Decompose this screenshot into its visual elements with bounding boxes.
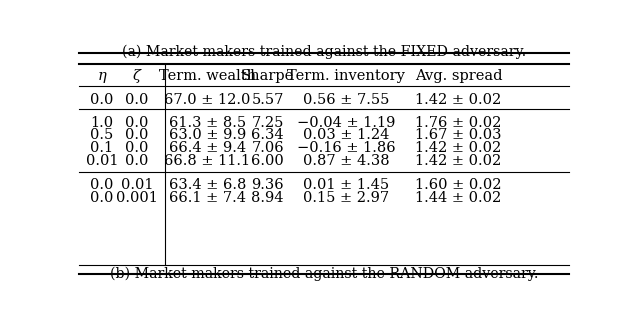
Text: 8.94: 8.94: [252, 191, 284, 205]
Text: 0.01 ± 1.45: 0.01 ± 1.45: [303, 178, 389, 192]
Text: 66.1 ± 7.4: 66.1 ± 7.4: [169, 191, 246, 205]
Text: 0.0: 0.0: [125, 128, 149, 142]
Text: 1.0: 1.0: [90, 116, 114, 130]
Text: 1.76 ± 0.02: 1.76 ± 0.02: [415, 116, 502, 130]
Text: Term. wealth: Term. wealth: [159, 69, 256, 83]
Text: −0.16 ± 1.86: −0.16 ± 1.86: [296, 141, 395, 155]
Text: 7.25: 7.25: [252, 116, 284, 130]
Text: 66.8 ± 11.1: 66.8 ± 11.1: [164, 154, 250, 168]
Text: 0.0: 0.0: [125, 154, 149, 168]
Text: 0.0: 0.0: [90, 178, 114, 192]
Text: 9.36: 9.36: [252, 178, 284, 192]
Text: 0.1: 0.1: [90, 141, 114, 155]
Text: 63.0 ± 9.9: 63.0 ± 9.9: [169, 128, 246, 142]
Text: −0.04 ± 1.19: −0.04 ± 1.19: [297, 116, 395, 130]
Text: 7.06: 7.06: [252, 141, 284, 155]
Text: 6.34: 6.34: [252, 128, 284, 142]
Text: 1.60 ± 0.02: 1.60 ± 0.02: [415, 178, 502, 192]
Text: 0.87 ± 4.38: 0.87 ± 4.38: [303, 154, 389, 168]
Text: ζ: ζ: [133, 69, 141, 83]
Text: 1.42 ± 0.02: 1.42 ± 0.02: [415, 154, 502, 168]
Text: 63.4 ± 6.8: 63.4 ± 6.8: [169, 178, 246, 192]
Text: 0.15 ± 2.97: 0.15 ± 2.97: [303, 191, 389, 205]
Text: (a) Market makers trained against the FIXED adversary.: (a) Market makers trained against the FI…: [122, 44, 526, 59]
Text: 0.5: 0.5: [90, 128, 114, 142]
Text: 1.44 ± 0.02: 1.44 ± 0.02: [415, 191, 502, 205]
Text: 0.0: 0.0: [90, 93, 114, 107]
Text: 0.001: 0.001: [116, 191, 158, 205]
Text: 1.42 ± 0.02: 1.42 ± 0.02: [415, 93, 502, 107]
Text: 0.0: 0.0: [125, 141, 149, 155]
Text: 0.03 ± 1.24: 0.03 ± 1.24: [303, 128, 389, 142]
Text: 5.57: 5.57: [252, 93, 284, 107]
Text: 67.0 ± 12.0: 67.0 ± 12.0: [164, 93, 250, 107]
Text: 6.00: 6.00: [251, 154, 284, 168]
Text: 0.0: 0.0: [125, 93, 149, 107]
Text: 0.0: 0.0: [90, 191, 114, 205]
Text: Term. inventory: Term. inventory: [287, 69, 405, 83]
Text: 0.01: 0.01: [86, 154, 118, 168]
Text: 0.56 ± 7.55: 0.56 ± 7.55: [303, 93, 389, 107]
Text: Sharpe: Sharpe: [241, 69, 295, 83]
Text: η: η: [98, 69, 106, 83]
Text: 1.67 ± 0.03: 1.67 ± 0.03: [415, 128, 502, 142]
Text: 0.01: 0.01: [121, 178, 153, 192]
Text: 1.42 ± 0.02: 1.42 ± 0.02: [415, 141, 502, 155]
Text: 61.3 ± 8.5: 61.3 ± 8.5: [169, 116, 246, 130]
Text: 0.0: 0.0: [125, 116, 149, 130]
Text: 66.4 ± 9.4: 66.4 ± 9.4: [169, 141, 246, 155]
Text: (b) Market makers trained against the RANDOM adversary.: (b) Market makers trained against the RA…: [109, 266, 538, 280]
Text: Avg. spread: Avg. spread: [415, 69, 502, 83]
